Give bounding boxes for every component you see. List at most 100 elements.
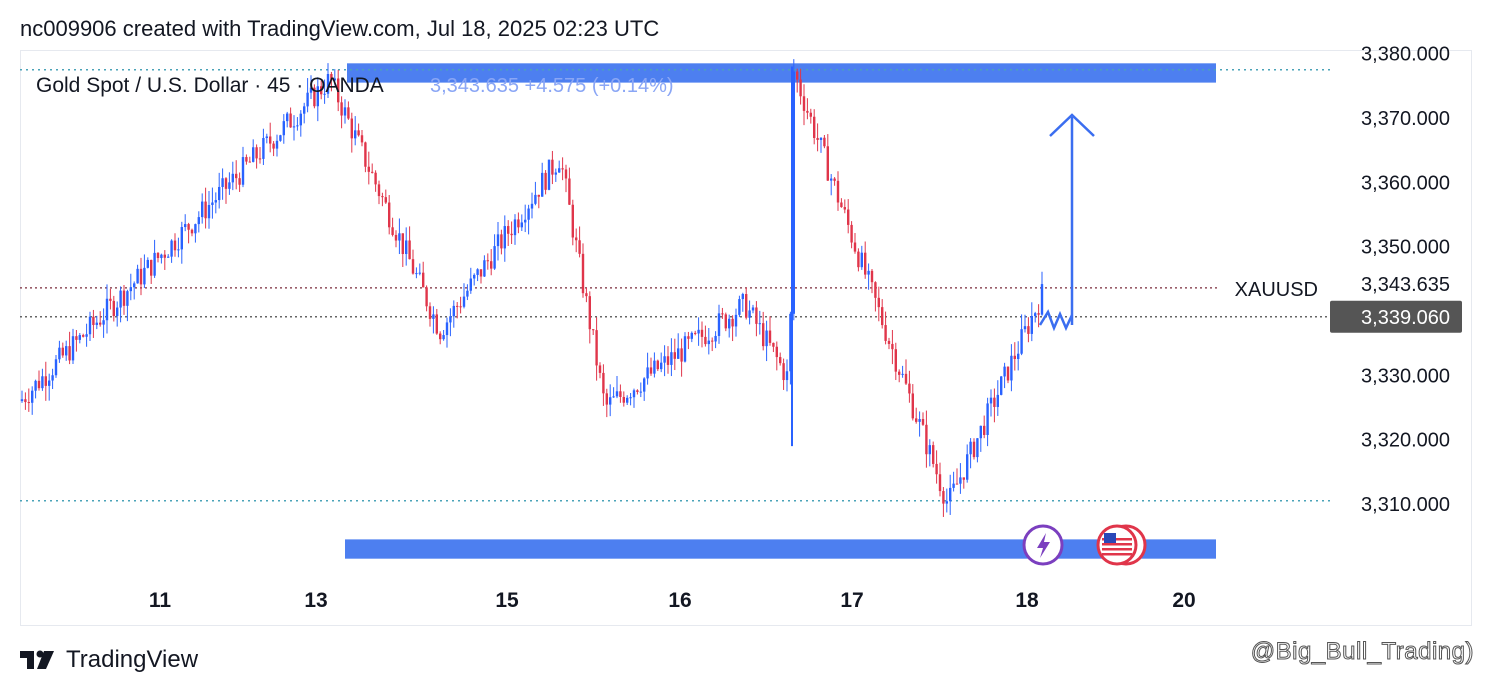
candle-body — [989, 397, 993, 404]
candle-body — [853, 242, 857, 252]
candle-body — [320, 86, 323, 95]
candle-body — [823, 137, 826, 147]
candle-body — [428, 306, 432, 319]
us-flag-stripe — [1102, 548, 1132, 551]
candle-body — [37, 380, 41, 389]
candle-body — [598, 365, 602, 373]
candle-body — [860, 252, 863, 268]
candle-body — [377, 184, 381, 197]
candle-body — [524, 219, 527, 223]
support-zone — [345, 539, 1216, 559]
candle-body — [473, 274, 476, 279]
candle-body — [445, 322, 449, 336]
candle-body — [1034, 313, 1037, 317]
candle-body — [707, 340, 710, 345]
candle-body — [588, 296, 591, 330]
candle-body — [898, 371, 901, 375]
candle-body — [918, 419, 921, 422]
candle-body — [92, 316, 95, 326]
candle-body — [568, 178, 571, 205]
candle-body — [609, 397, 612, 405]
candle-body — [826, 146, 829, 181]
candle-body — [632, 390, 636, 398]
y-tick-label: 3,310.000 — [1361, 494, 1450, 516]
candle-body — [830, 178, 833, 181]
ref-price-tag — [1330, 300, 1462, 333]
candle-body — [476, 269, 479, 275]
candle-body — [299, 113, 302, 126]
candle-body — [44, 376, 47, 386]
candle-body — [333, 78, 336, 81]
candle-body — [796, 71, 799, 80]
symbol-label: XAUUSD — [1235, 279, 1318, 301]
candle-body — [109, 298, 112, 301]
candle-body — [867, 270, 870, 275]
candle-body — [190, 229, 194, 234]
candle-body — [928, 445, 931, 455]
candle-body — [340, 102, 343, 116]
candle-body — [228, 182, 231, 189]
candle-body — [561, 168, 564, 170]
candle-body — [490, 261, 493, 269]
candle-body — [330, 74, 333, 81]
x-tick-label: 20 — [1172, 589, 1195, 612]
candle-body — [343, 107, 347, 116]
candle-body — [571, 204, 574, 238]
candle-body — [541, 172, 544, 197]
candle-body — [143, 267, 146, 285]
candle-body — [564, 169, 568, 179]
candle-body — [483, 260, 486, 277]
candle-body — [221, 178, 224, 187]
candle-body — [354, 130, 357, 139]
resistance-zone — [347, 63, 1216, 83]
candle-body — [714, 335, 717, 342]
candle-body — [269, 136, 272, 144]
candle-body — [201, 201, 204, 218]
candle-body — [704, 336, 707, 345]
candle-body — [799, 79, 802, 97]
candle-body — [54, 359, 58, 376]
candle-body — [891, 343, 894, 350]
candle-body — [116, 307, 119, 316]
candle-body — [122, 290, 126, 306]
candle-body — [986, 403, 989, 435]
candle-body — [360, 135, 364, 143]
candle-body — [1013, 355, 1016, 359]
y-tick-label: 3,320.000 — [1361, 430, 1450, 452]
candle-body — [479, 269, 483, 277]
candle-body — [41, 376, 44, 389]
candle-body — [768, 330, 772, 343]
candle-body — [782, 363, 785, 381]
candle-body — [272, 143, 275, 149]
candle-body — [367, 166, 370, 172]
candle-body — [507, 226, 510, 234]
candle-body — [932, 445, 935, 464]
candle-body — [153, 252, 156, 276]
candle-body — [391, 227, 394, 235]
candle-body — [653, 360, 656, 374]
candle-body — [432, 314, 435, 319]
candle-body — [350, 118, 353, 139]
candle-body — [901, 373, 904, 375]
candle-body — [207, 204, 211, 219]
candle-body — [921, 419, 925, 425]
candle-body — [840, 202, 843, 208]
candle-body — [469, 278, 472, 291]
candle-body — [660, 362, 663, 370]
tradingview-logo[interactable]: TradingView — [20, 646, 198, 674]
quote-text: 3,343.635 +4.575 (+0.14%) — [430, 75, 674, 97]
candle-body — [745, 294, 748, 318]
candle-body — [908, 383, 911, 394]
us-flag-stripe — [1102, 543, 1132, 546]
candle-body — [187, 224, 190, 230]
candle-body — [575, 237, 578, 241]
candle-body — [537, 194, 540, 197]
candle-body — [636, 390, 639, 392]
candle-body — [809, 112, 812, 117]
candle-body — [282, 121, 285, 136]
us-flag-stripe — [1102, 538, 1132, 541]
candle-body — [405, 240, 408, 255]
y-tick-label: 3,330.000 — [1361, 365, 1450, 387]
candle-body — [534, 194, 537, 204]
